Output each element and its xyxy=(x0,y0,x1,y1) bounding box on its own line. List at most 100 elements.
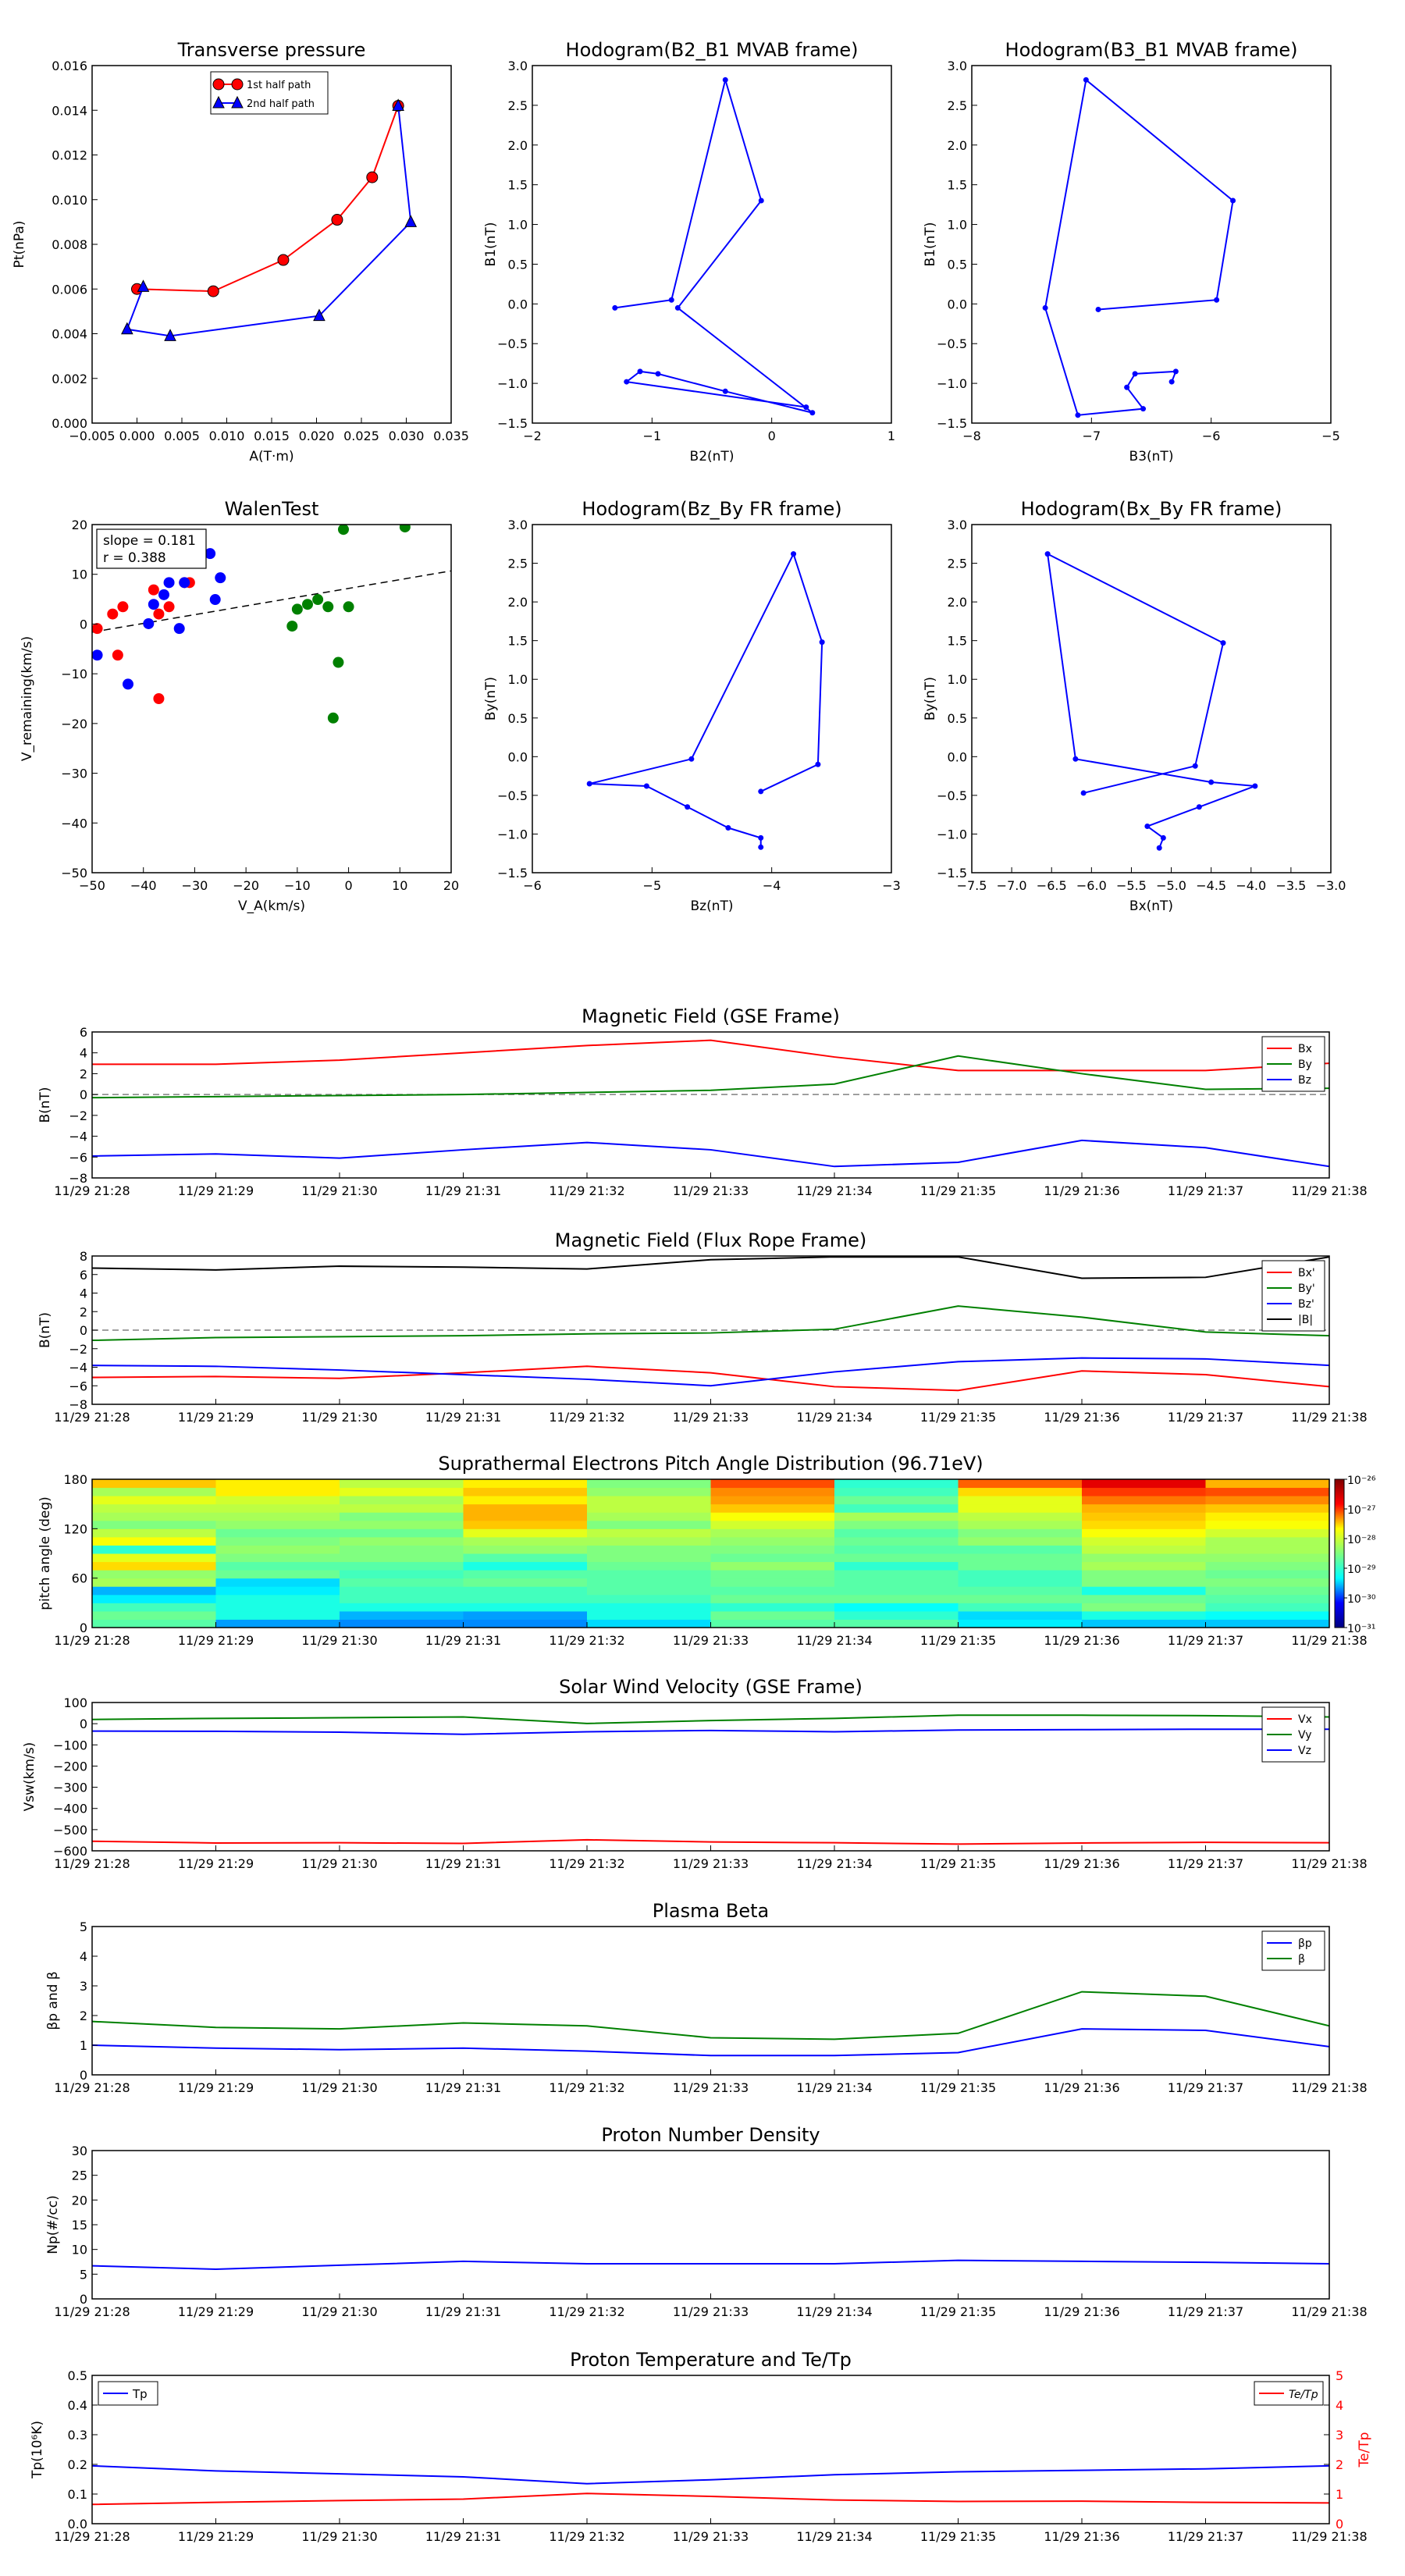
time-tick-label: 11/29 21:34 xyxy=(796,2529,872,2544)
data-point xyxy=(121,322,133,335)
y-tick-label: 0.010 xyxy=(52,193,87,208)
y-tick-label: 0.1 xyxy=(68,2487,87,2502)
y-tick-label: −8 xyxy=(69,1171,87,1186)
legend-label: Te/Tp xyxy=(1289,2389,1318,2401)
y-tick-label: −2 xyxy=(69,1342,87,1357)
y-tick-label: 1.5 xyxy=(948,634,967,649)
heatmap-cell xyxy=(1205,1479,1329,1489)
heatmap-cell xyxy=(1205,1561,1329,1571)
x-tick-label: 10 xyxy=(392,878,407,893)
x-tick-label: −10 xyxy=(284,878,311,893)
legend: βp β xyxy=(1261,1930,1325,1971)
data-point xyxy=(643,783,649,789)
y-tick-label: 1.0 xyxy=(948,218,967,233)
heatmap-cell xyxy=(1205,1594,1329,1603)
y-tick-label: 10 xyxy=(72,568,87,582)
heatmap-cell xyxy=(92,1536,216,1546)
x-tick-label: 0.035 xyxy=(433,429,469,443)
y-tick-label: 0.0 xyxy=(508,749,528,764)
heatmap-cell xyxy=(710,1487,835,1496)
time-tick-label: 11/29 21:35 xyxy=(920,1183,996,1198)
heatmap-cell xyxy=(1082,1512,1206,1521)
plot-area xyxy=(121,98,418,341)
heatmap-cell xyxy=(92,1479,216,1489)
x-tick-label: −6 xyxy=(523,878,542,893)
time-tick-label: 11/29 21:38 xyxy=(1291,1183,1367,1198)
heatmap-cell xyxy=(834,1512,959,1521)
data-point xyxy=(1252,783,1258,789)
heatmap-cell xyxy=(834,1570,959,1579)
x-tick-label: −40 xyxy=(130,878,157,893)
plot-area xyxy=(1042,76,1236,418)
heatmap-cell xyxy=(1205,1512,1329,1521)
y-tick-label: −0.5 xyxy=(937,336,967,351)
heatmap-cell xyxy=(834,1487,959,1496)
data-point xyxy=(1168,379,1175,385)
y-tick-label: −1.0 xyxy=(497,376,528,391)
series-line xyxy=(92,1055,1329,1099)
x-tick-label: −50 xyxy=(79,878,105,893)
legend-label: By xyxy=(1298,1059,1312,1071)
y-axis-label: Vsw(km/s) xyxy=(22,1742,37,1812)
heatmap-cell xyxy=(92,1553,216,1563)
time-tick-label: 11/29 21:31 xyxy=(425,2529,501,2544)
heatmap-cell xyxy=(710,1503,835,1513)
heatmap-cell xyxy=(587,1561,711,1571)
data-point xyxy=(215,572,226,584)
heatmap-cell xyxy=(834,1503,959,1513)
y-axis-label: B(nT) xyxy=(37,1312,53,1348)
data-point xyxy=(163,577,175,589)
data-point xyxy=(1208,779,1215,785)
heatmap-cell xyxy=(1082,1603,1206,1612)
y-tick-label: 0.0 xyxy=(508,297,528,311)
heatmap-cell xyxy=(463,1553,588,1563)
time-tick-label: 11/29 21:34 xyxy=(796,2304,872,2319)
data-point xyxy=(148,599,159,610)
x-tick-label: −3 xyxy=(882,878,901,893)
data-point xyxy=(92,623,103,635)
y-tick-label: 3.0 xyxy=(508,518,528,532)
x-axis-label: V_A(km/s) xyxy=(238,898,305,914)
time-tick-label: 11/29 21:35 xyxy=(920,2304,996,2319)
heatmap-cell xyxy=(587,1520,711,1529)
heatmap-cell xyxy=(958,1603,1083,1612)
colorbar-tick-label: 10⁻²⁷ xyxy=(1347,1504,1375,1517)
heatmap-cell xyxy=(92,1570,216,1579)
x-tick-label: 0.030 xyxy=(389,429,425,443)
data-point xyxy=(1042,304,1048,311)
heatmap-cell xyxy=(710,1619,835,1628)
time-tick-label: 11/29 21:38 xyxy=(1291,2304,1367,2319)
heatmap-cell xyxy=(463,1570,588,1579)
heatmap-cell xyxy=(340,1496,464,1505)
heatmap-cell xyxy=(463,1610,588,1620)
heatmap-cell xyxy=(215,1619,340,1628)
data-point xyxy=(1214,297,1220,303)
time-tick-label: 11/29 21:30 xyxy=(301,2529,377,2544)
heatmap-cell xyxy=(958,1528,1083,1538)
plot-frame xyxy=(532,524,892,873)
x-tick-label: 0.015 xyxy=(254,429,290,443)
time-tick-label: 11/29 21:34 xyxy=(796,1856,872,1871)
time-tick-label: 11/29 21:36 xyxy=(1044,2080,1119,2095)
time-tick-label: 11/29 21:32 xyxy=(549,1633,624,1648)
heatmap-cell xyxy=(710,1594,835,1603)
y-tick-label: 2 xyxy=(80,1066,87,1081)
time-tick-label: 11/29 21:37 xyxy=(1168,2080,1243,2095)
y-tick-label: 0.000 xyxy=(52,416,87,431)
heatmap-cell xyxy=(587,1610,711,1620)
time-tick-label: 11/29 21:28 xyxy=(54,1183,130,1198)
series-line xyxy=(92,1714,1329,1724)
time-tick-label: 11/29 21:29 xyxy=(178,2080,254,2095)
colorbar-tick-label: 10⁻³⁰ xyxy=(1347,1593,1376,1606)
y-tick-label: 1 xyxy=(80,2038,87,2053)
heatmap-cell xyxy=(340,1561,464,1571)
heatmap-cell xyxy=(587,1545,711,1554)
series-line xyxy=(92,2464,1329,2485)
y-tick-label: 4 xyxy=(80,1046,87,1061)
heatmap-cell xyxy=(587,1570,711,1579)
y-tick-label: −20 xyxy=(61,717,87,731)
legend: Vx Vy Vz xyxy=(1261,1706,1325,1763)
time-tick-label: 11/29 21:37 xyxy=(1168,1183,1243,1198)
chart-transverse: Transverse pressure 0.000 0.002 0.004 0.006 0… xyxy=(12,39,469,464)
heatmap-cell xyxy=(340,1512,464,1521)
